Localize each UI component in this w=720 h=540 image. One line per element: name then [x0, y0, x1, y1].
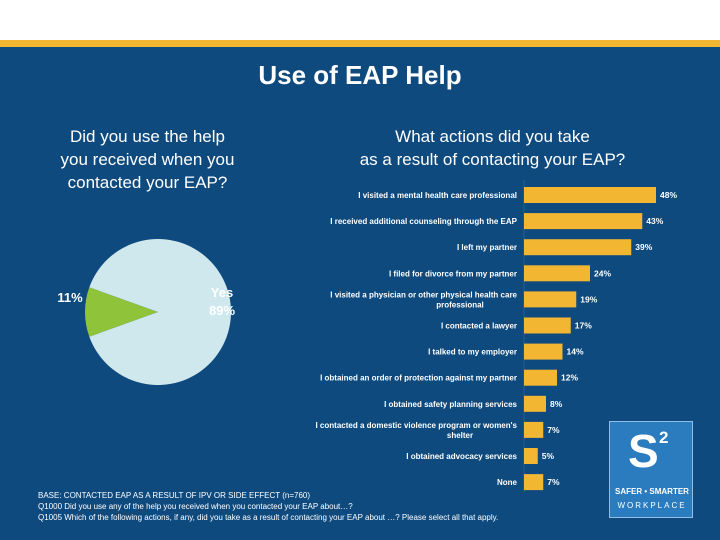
- bar-category-label: I obtained safety planning services: [384, 400, 517, 409]
- bar-category-label: I talked to my employer: [428, 348, 517, 357]
- logo-superscript: 2: [659, 428, 669, 447]
- pie-label-yes-value: 89%: [208, 303, 236, 318]
- bar: [524, 474, 544, 491]
- bar-category-label: I contacted a domestic violence program …: [315, 421, 517, 430]
- top-gold-stripe: [0, 40, 720, 47]
- pie-label-no-value: 11%: [57, 290, 83, 305]
- pie-label-no: 11%: [50, 289, 90, 307]
- bar-category-label: I visited a mental health care professio…: [358, 191, 517, 200]
- bar-category-label: I visited a physician or other physical …: [330, 290, 517, 299]
- bar: [524, 317, 571, 334]
- bar: [524, 239, 632, 256]
- bar-category-label: I obtained an order of protection agains…: [320, 374, 517, 383]
- pie-label-yes: Yes 89%: [200, 284, 244, 320]
- logo-line1: SAFER • SMARTER: [615, 487, 689, 496]
- bar: [524, 448, 538, 464]
- bar-question: What actions did you take as a result of…: [310, 125, 675, 171]
- footnote-q1005: Q1005 Which of the following actions, if…: [38, 513, 499, 522]
- bar: [524, 369, 557, 386]
- bar-value-label: 17%: [575, 321, 592, 331]
- bar-value-label: 7%: [547, 477, 560, 487]
- s2-logo: S 2 SAFER • SMARTER WORKPLACE: [609, 421, 693, 518]
- footnote: BASE: CONTACTED EAP AS A RESULT OF IPV O…: [38, 490, 598, 523]
- bar-category-label: I filed for divorce from my partner: [389, 269, 517, 278]
- pie-question-line: you received when you: [60, 150, 235, 169]
- bar-value-label: 7%: [547, 425, 560, 435]
- bar-value-label: 39%: [635, 242, 652, 252]
- bar: [524, 291, 577, 308]
- logo-line2: WORKPLACE: [617, 501, 687, 510]
- bar-category-label: I left my partner: [457, 243, 517, 252]
- bar: [524, 395, 546, 412]
- page-title: Use of EAP Help: [258, 60, 462, 90]
- bar-value-label: 19%: [580, 294, 597, 304]
- bar-category-label: I obtained advocacy services: [406, 452, 517, 461]
- bar-value-label: 43%: [646, 216, 663, 226]
- logo-letter: S: [628, 425, 659, 477]
- pie-slice-yes: [89, 239, 231, 385]
- bar-category-label: I contacted a lawyer: [441, 322, 517, 331]
- footnote-q1000: Q1000 Did you use any of the help you re…: [38, 502, 353, 511]
- bar-value-label: 24%: [594, 268, 611, 278]
- bar-value-label: 5%: [542, 451, 555, 461]
- bar-value-label: 48%: [660, 190, 677, 200]
- pie-question: Did you use the help you received when y…: [25, 125, 270, 194]
- pie-slice-no: [84, 287, 158, 337]
- bar-category-label: None: [497, 478, 518, 487]
- bar: [524, 265, 590, 282]
- bar-category-label: professional: [436, 300, 484, 309]
- bar-value-label: 14%: [567, 347, 584, 357]
- bar: [524, 343, 563, 360]
- bar-value-label: 12%: [561, 373, 578, 383]
- bar: [524, 421, 544, 438]
- bar-question-line: as a result of contacting your EAP?: [359, 150, 626, 169]
- bar-category-label: shelter: [447, 431, 473, 440]
- bar: [524, 213, 643, 230]
- pie-question-line: Did you use the help: [70, 127, 225, 146]
- pie-label-yes-name: Yes: [210, 285, 234, 300]
- bar-question-line: What actions did you take: [395, 127, 590, 146]
- top-white-band: [0, 0, 720, 40]
- bar-category-label: I received additional counseling through…: [330, 217, 517, 226]
- bar-value-label: 8%: [550, 399, 563, 409]
- bar: [524, 187, 656, 203]
- pie-question-line: contacted your EAP?: [67, 173, 228, 192]
- footnote-base: BASE: CONTACTED EAP AS A RESULT OF IPV O…: [38, 491, 311, 500]
